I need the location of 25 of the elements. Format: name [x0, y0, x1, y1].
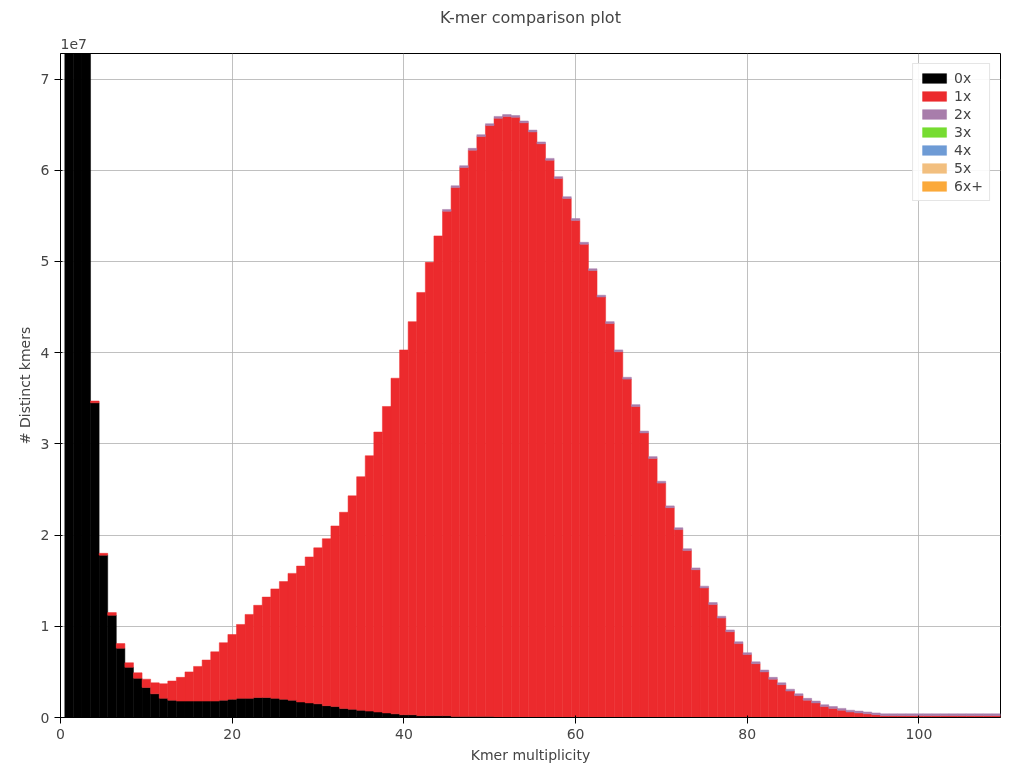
y-tick-label: 2 — [40, 527, 50, 544]
chart-title: K-mer comparison plot — [440, 7, 621, 27]
legend-label: 0x — [954, 70, 973, 86]
legend-label: 4x — [954, 142, 973, 158]
y-tick-label: 6 — [40, 162, 50, 179]
y-axis-title: # Distinct kmers — [16, 326, 33, 445]
y-tick-label: 4 — [40, 344, 50, 361]
x-tick-label: 0 — [56, 725, 65, 742]
y-tick-label: 3 — [40, 435, 50, 452]
y-tick-label: 0 — [40, 709, 50, 726]
legend-label: 5x — [954, 160, 973, 176]
y-tick-label: 7 — [40, 71, 50, 88]
legend-label: 3x — [954, 124, 973, 140]
y-tick-label: 5 — [40, 253, 50, 270]
x-tick-label: 100 — [905, 725, 933, 742]
legend-label: 1x — [954, 88, 973, 104]
x-tick-label: 80 — [738, 725, 757, 742]
x-tick-label: 60 — [566, 725, 585, 742]
x-tick-label: 20 — [223, 725, 242, 742]
x-axis-title: Kmer multiplicity — [470, 746, 591, 763]
text: 1e7 — [60, 35, 87, 52]
legend-label: 6x+ — [954, 178, 983, 194]
x-tick-label: 40 — [394, 725, 413, 742]
legend-label: 2x — [954, 106, 973, 122]
y-tick-label: 1 — [40, 618, 50, 635]
